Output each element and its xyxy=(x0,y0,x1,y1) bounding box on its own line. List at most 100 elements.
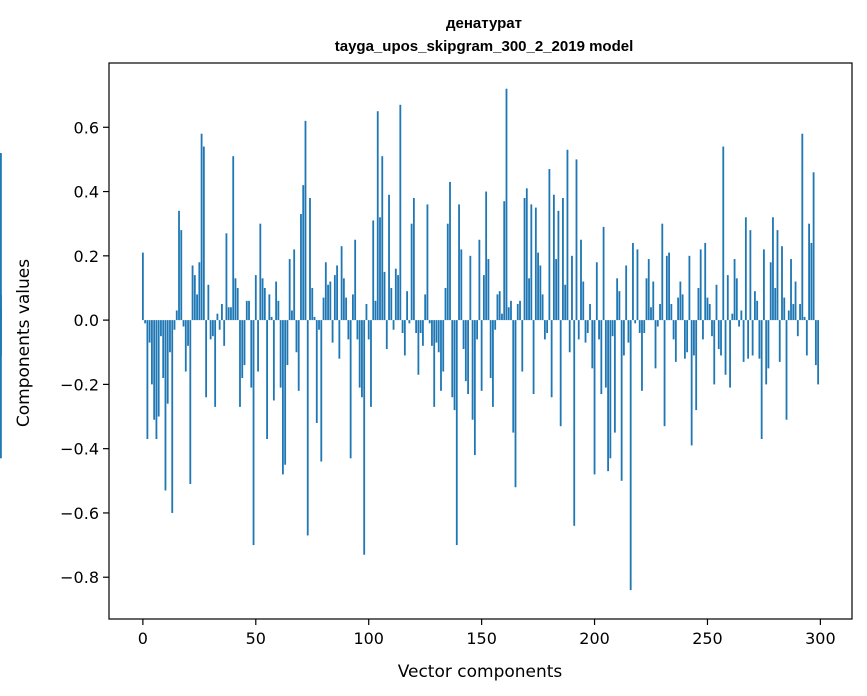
bar xyxy=(469,255,472,321)
bar xyxy=(668,252,670,321)
bar xyxy=(180,230,183,321)
bar xyxy=(523,197,526,321)
bar xyxy=(772,217,774,321)
bar xyxy=(216,313,219,321)
bar xyxy=(306,320,309,536)
bar xyxy=(799,304,801,321)
bar xyxy=(166,320,169,404)
bar xyxy=(455,320,458,546)
bar xyxy=(175,310,178,321)
bar xyxy=(379,217,381,321)
bar xyxy=(428,320,431,324)
bar xyxy=(241,320,244,378)
bar xyxy=(272,320,275,401)
x-tick-label: 100 xyxy=(353,629,384,648)
bar xyxy=(814,320,817,366)
bar xyxy=(327,284,329,321)
bar xyxy=(320,320,323,462)
bar xyxy=(595,262,598,321)
bar xyxy=(352,294,354,321)
bar xyxy=(521,320,524,372)
bar xyxy=(641,320,643,391)
bar xyxy=(582,281,585,321)
bar xyxy=(634,320,637,324)
bar xyxy=(790,259,792,321)
bar xyxy=(261,278,264,321)
bar xyxy=(519,300,521,321)
bar xyxy=(485,191,488,321)
bar xyxy=(695,320,698,411)
bar xyxy=(516,304,519,321)
bar xyxy=(297,320,300,391)
bar xyxy=(702,320,704,340)
bar xyxy=(399,104,402,321)
chart-subtitle: tayga_upos_skipgram_300_2_2019 model xyxy=(335,38,634,55)
bar xyxy=(785,320,788,420)
bar xyxy=(796,320,799,337)
bar xyxy=(659,304,661,321)
bar xyxy=(419,320,422,333)
bar xyxy=(431,320,433,346)
bar xyxy=(0,320,2,356)
y-tick-label: 0.0 xyxy=(74,311,99,330)
bar xyxy=(0,152,2,321)
bar xyxy=(141,252,144,321)
bar xyxy=(422,320,424,346)
bar xyxy=(288,259,291,321)
y-axis-ticks: −0.8 −0.6 −0.4 −0.2 0.0 0.2 0.4 0.6 xyxy=(60,118,109,587)
chart-title: денатурат xyxy=(446,15,522,32)
bar xyxy=(263,287,266,321)
bar xyxy=(528,278,530,321)
bar xyxy=(593,320,596,475)
bar xyxy=(426,204,429,321)
bar xyxy=(196,294,198,321)
bar xyxy=(410,223,413,321)
bar xyxy=(218,320,221,330)
x-tick-label: 250 xyxy=(692,629,723,648)
bar xyxy=(510,300,512,321)
bar xyxy=(392,320,395,330)
bar xyxy=(324,262,327,321)
bar xyxy=(311,287,314,321)
bar xyxy=(293,249,296,321)
plot-frame xyxy=(108,62,853,620)
bar xyxy=(184,320,187,372)
bar xyxy=(331,320,334,343)
x-tick-label: 300 xyxy=(805,629,836,648)
bar xyxy=(620,320,623,481)
bar xyxy=(539,265,542,321)
bar xyxy=(345,297,348,321)
bar xyxy=(372,220,375,321)
bar xyxy=(501,313,503,321)
bar xyxy=(589,304,591,321)
bar xyxy=(146,320,149,440)
bar xyxy=(776,230,779,321)
bar xyxy=(498,291,501,321)
bar xyxy=(191,265,194,321)
bar xyxy=(207,284,210,321)
bar xyxy=(636,249,639,321)
bar xyxy=(638,320,641,333)
bar xyxy=(609,320,612,459)
bar xyxy=(722,146,725,321)
bar xyxy=(683,320,686,359)
bar xyxy=(182,320,185,327)
bar xyxy=(713,320,716,385)
bar xyxy=(281,320,284,475)
bar xyxy=(555,259,558,321)
bar xyxy=(711,320,713,337)
bar xyxy=(577,320,580,340)
bar xyxy=(243,320,246,366)
bar xyxy=(408,320,411,324)
bar xyxy=(735,278,738,321)
bar xyxy=(340,246,343,321)
bar xyxy=(679,281,682,321)
bar xyxy=(817,320,820,385)
bar xyxy=(349,320,352,459)
bar xyxy=(625,265,628,321)
bar xyxy=(686,320,689,353)
bar xyxy=(665,255,668,321)
bar xyxy=(693,320,695,356)
bar xyxy=(801,133,804,321)
bar xyxy=(618,291,621,321)
